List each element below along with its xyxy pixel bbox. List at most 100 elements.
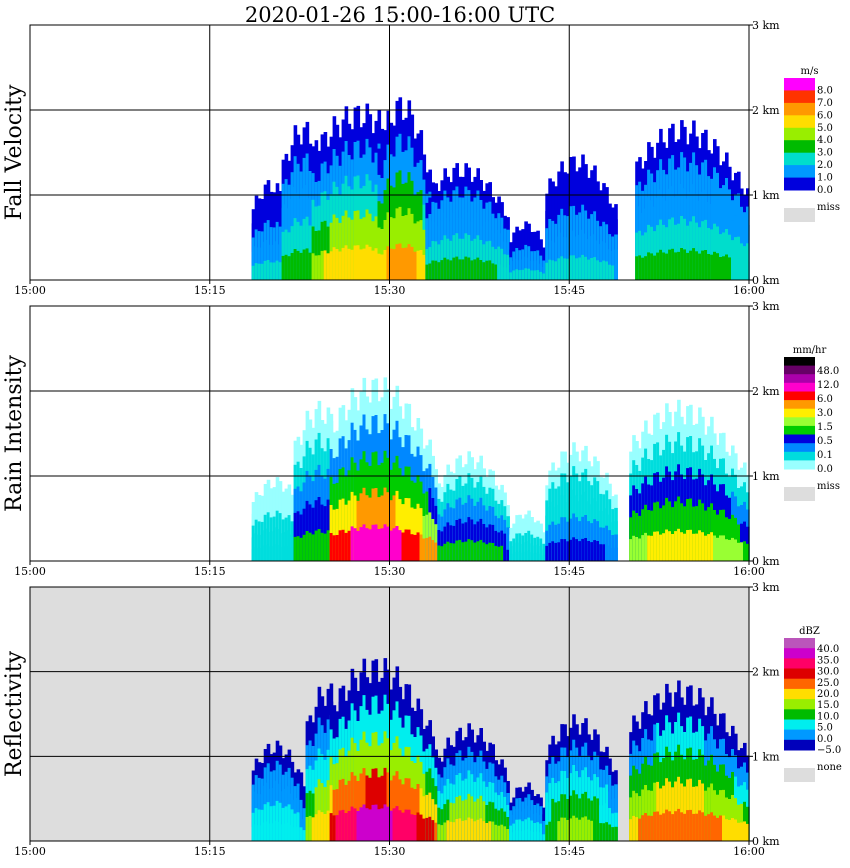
echo-cell [578, 257, 582, 280]
echo-cell [374, 248, 379, 280]
echo-cell [719, 257, 723, 280]
echo-cell [587, 259, 591, 280]
echo-cell [500, 545, 504, 561]
echo-cell [584, 538, 588, 561]
echo-cell [371, 524, 376, 561]
echo-cell [251, 549, 256, 561]
echo-cell [602, 544, 606, 561]
echo-cell [269, 531, 274, 561]
echo-cell [314, 530, 319, 561]
echo-cell [338, 810, 343, 841]
echo-cell [701, 250, 705, 280]
echo-cell [746, 823, 750, 841]
echo-cell [530, 830, 534, 841]
echo-cell [701, 812, 705, 841]
echo-cell [572, 790, 576, 841]
echo-cell [311, 507, 316, 561]
echo-cell [533, 832, 537, 841]
echo-cell [731, 818, 735, 841]
echo-cell [431, 799, 435, 841]
echo-cell [272, 546, 277, 561]
echo-cell [491, 263, 495, 280]
echo-cell [524, 551, 528, 561]
echo-cell [641, 257, 645, 280]
echo-cell [593, 818, 597, 841]
echo-cell [347, 530, 352, 561]
echo-cell [455, 819, 459, 841]
echo-cell [692, 813, 696, 841]
echo-cell [368, 246, 373, 280]
echo-cell [293, 827, 298, 841]
echo-cell [251, 826, 256, 841]
echo-cell [335, 217, 340, 280]
legend-label: 10.0 [817, 711, 839, 722]
echo-cell [581, 817, 585, 841]
echo-cell [461, 259, 465, 280]
echo-cell [353, 775, 358, 841]
echo-cell [434, 822, 438, 841]
echo-cell [524, 542, 528, 561]
echo-cell [326, 530, 331, 561]
legend-label: −5.0 [817, 745, 841, 756]
echo-cell [632, 815, 636, 841]
echo-cell [431, 820, 435, 841]
echo-cell [518, 551, 522, 561]
echo-cell [440, 260, 444, 280]
echo-cell [368, 809, 373, 841]
echo-cell [440, 546, 444, 561]
echo-cell [407, 529, 412, 561]
echo-cell [452, 543, 456, 561]
echo-cell [485, 544, 489, 561]
legend-swatch [784, 165, 815, 178]
echo-cell [641, 815, 645, 841]
echo-cell [428, 536, 432, 561]
echo-cell [449, 260, 453, 280]
echo-cell [647, 815, 651, 841]
echo-cell [563, 539, 567, 561]
echo-cell [572, 513, 576, 561]
echo-cell [746, 543, 750, 561]
echo-cell [344, 504, 349, 561]
echo-cell [590, 258, 594, 280]
echo-cell [680, 532, 684, 561]
echo-cell [722, 535, 726, 561]
echo-cell [347, 810, 352, 841]
echo-cell [305, 216, 310, 280]
echo-cell [710, 532, 714, 561]
echo-cell [389, 810, 394, 841]
echo-cell [257, 263, 262, 280]
echo-cell [542, 549, 546, 561]
echo-cell [290, 547, 295, 561]
plot-frame [29, 24, 750, 281]
echo-cell [521, 269, 525, 280]
echo-cell [299, 252, 304, 280]
y-tick-label: 1 km [752, 470, 780, 483]
echo-cell [254, 547, 259, 561]
echo-cell [530, 820, 534, 841]
echo-cell [587, 541, 591, 561]
echo-cell [689, 778, 693, 841]
echo-cell [338, 530, 343, 561]
echo-cell [473, 542, 477, 561]
echo-cell [683, 506, 687, 561]
echo-cell [737, 524, 741, 561]
legend-swatch [784, 140, 815, 154]
echo-cell [713, 251, 717, 280]
echo-cell [605, 543, 609, 561]
echo-cell [680, 503, 684, 561]
echo-cell [701, 503, 705, 561]
echo-cell [656, 252, 660, 280]
echo-cell [551, 798, 555, 841]
echo-cell [710, 503, 714, 561]
echo-cell [302, 534, 307, 561]
echo-cell [299, 514, 304, 561]
echo-cell [662, 224, 666, 280]
echo-cell [446, 820, 450, 841]
echo-cell [560, 256, 564, 280]
echo-cell [329, 533, 334, 561]
echo-cell [599, 544, 603, 561]
echo-cell [257, 547, 262, 561]
legend-swatch [784, 115, 815, 129]
echo-cell [335, 249, 340, 280]
echo-cell [536, 270, 540, 280]
